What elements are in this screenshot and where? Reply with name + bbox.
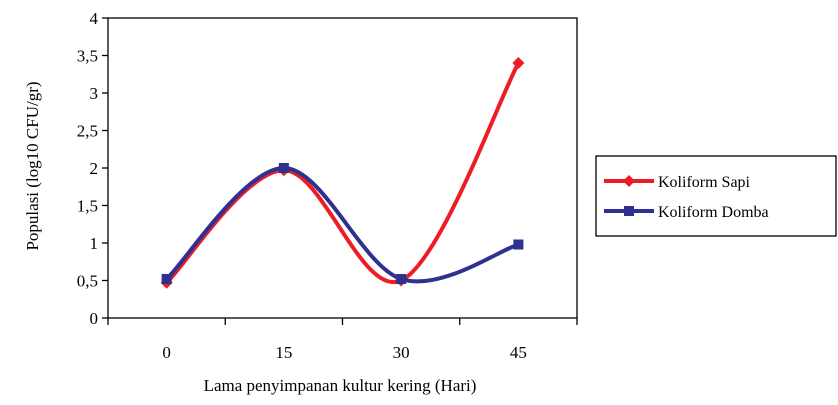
- legend-box: [595, 155, 837, 237]
- data-point: [161, 274, 172, 284]
- y-tick-label: 0,5: [77, 272, 98, 291]
- plot-area-frame: [107, 17, 578, 319]
- x-tick-label: 30: [393, 343, 410, 362]
- legend-label: Koliform Domba: [658, 204, 769, 221]
- y-tick-label: 4: [90, 9, 99, 28]
- series-line: [164, 166, 521, 284]
- data-point: [278, 163, 289, 173]
- legend-marker: [623, 175, 635, 187]
- y-tick-label: 1: [90, 234, 99, 253]
- data-point: [512, 57, 525, 69]
- data-point: [513, 239, 524, 250]
- y-tick-label: 0: [90, 309, 99, 328]
- legend-item: Koliform Sapi: [604, 174, 751, 191]
- series-1: [160, 57, 525, 289]
- series-2: [161, 163, 524, 284]
- legend-marker: [624, 206, 634, 216]
- y-tick-label: 2,5: [77, 122, 98, 141]
- y-tick-label: 1,5: [77, 197, 98, 216]
- x-tick-label: 45: [510, 343, 527, 362]
- y-tick-label: 3: [90, 84, 99, 103]
- x-axis-label: Lama penyimpanan kultur kering (Hari): [204, 376, 477, 395]
- legend: Koliform Sapi Koliform Domba: [595, 155, 837, 237]
- x-tick-label: 15: [275, 343, 292, 362]
- y-tick-label: 2: [90, 159, 99, 178]
- x-tick-label: 0: [162, 343, 171, 362]
- legend-item: Koliform Domba: [604, 204, 769, 221]
- axes: 0 0,5 1 1,5 2 2,5 3 3,5 4 0 15 30 45: [77, 9, 578, 362]
- series-line: [164, 61, 521, 285]
- y-tick-label: 3,5: [77, 47, 98, 66]
- legend-label: Koliform Sapi: [658, 174, 751, 191]
- data-point: [396, 274, 407, 284]
- series-layer: [160, 57, 525, 289]
- y-axis-label: Populasi (log10 CFU/gr): [23, 81, 42, 250]
